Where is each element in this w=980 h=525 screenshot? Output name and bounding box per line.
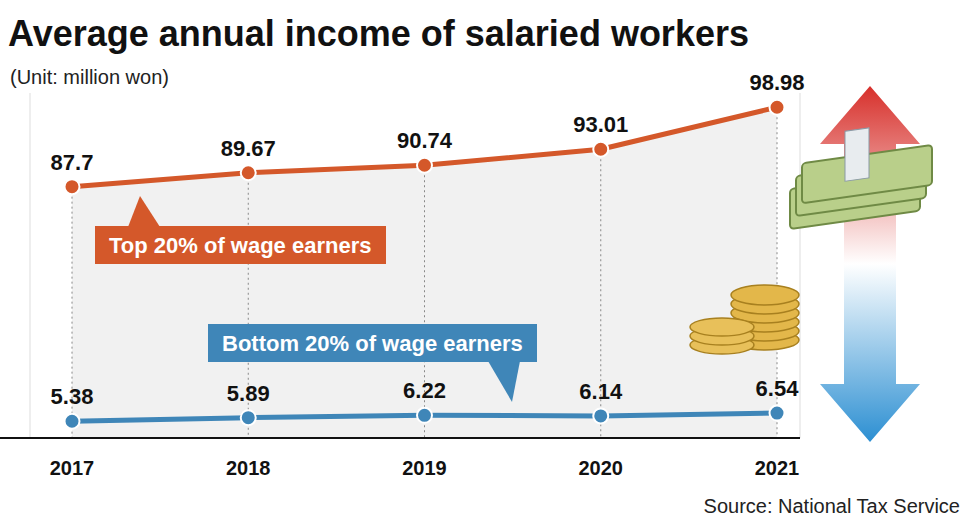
data-label: 6.14: [579, 379, 623, 404]
point: [241, 410, 256, 425]
x-tick-label: 2021: [755, 457, 800, 479]
point: [770, 406, 785, 421]
y2-axis-line: [800, 93, 801, 438]
legend-item: Bottom 20% of wage earners: [208, 324, 537, 402]
data-label: 6.54: [756, 376, 800, 401]
legend-pointer: [488, 361, 520, 402]
data-label: 98.98: [749, 70, 804, 95]
data-label: 6.22: [403, 378, 446, 403]
title: Average annual income of salaried worker…: [8, 13, 749, 54]
bill-band: [845, 128, 869, 181]
marks: [65, 100, 785, 438]
decor-arrow: [820, 86, 920, 442]
point: [65, 414, 80, 429]
decor-money: [690, 128, 932, 354]
chart: Average annual income of salaried worker…: [0, 0, 980, 525]
legend-label: Top 20% of wage earners: [109, 233, 371, 258]
legend-pointer: [128, 196, 160, 227]
point: [593, 408, 608, 423]
series-line: [72, 107, 777, 186]
point: [593, 142, 608, 157]
x-tick-label: 2018: [226, 457, 271, 479]
point: [770, 100, 785, 115]
point: [65, 179, 80, 194]
x-axis-line: [0, 437, 800, 439]
subtitle: (Unit: million won): [10, 66, 169, 88]
data-label: 87.7: [51, 150, 94, 175]
x-tick-label: 2017: [50, 457, 95, 479]
source: Source: National Tax Service: [704, 495, 960, 517]
coin: [690, 318, 754, 336]
x-tick-label: 2020: [579, 457, 624, 479]
legend-label: Bottom 20% of wage earners: [222, 331, 523, 356]
area-fill: [72, 107, 777, 438]
data-label: 89.67: [221, 136, 276, 161]
data-label: 5.38: [51, 384, 94, 409]
x-tick-label: 2019: [402, 457, 447, 479]
data-label: 93.01: [573, 112, 628, 137]
legend-item: Top 20% of wage earners: [95, 196, 386, 264]
point: [417, 158, 432, 173]
point: [417, 408, 432, 423]
data-label: 90.74: [397, 128, 453, 153]
legend-box: [95, 226, 386, 264]
labels: 87.7 89.67 90.74 93.01 98.98 5.38 5.89 6.22 6.14…: [51, 70, 805, 409]
legend-box: [208, 324, 537, 362]
coin: [731, 285, 799, 305]
point: [241, 165, 256, 180]
y-axis-line: [30, 93, 31, 438]
data-label: 5.89: [227, 381, 270, 406]
